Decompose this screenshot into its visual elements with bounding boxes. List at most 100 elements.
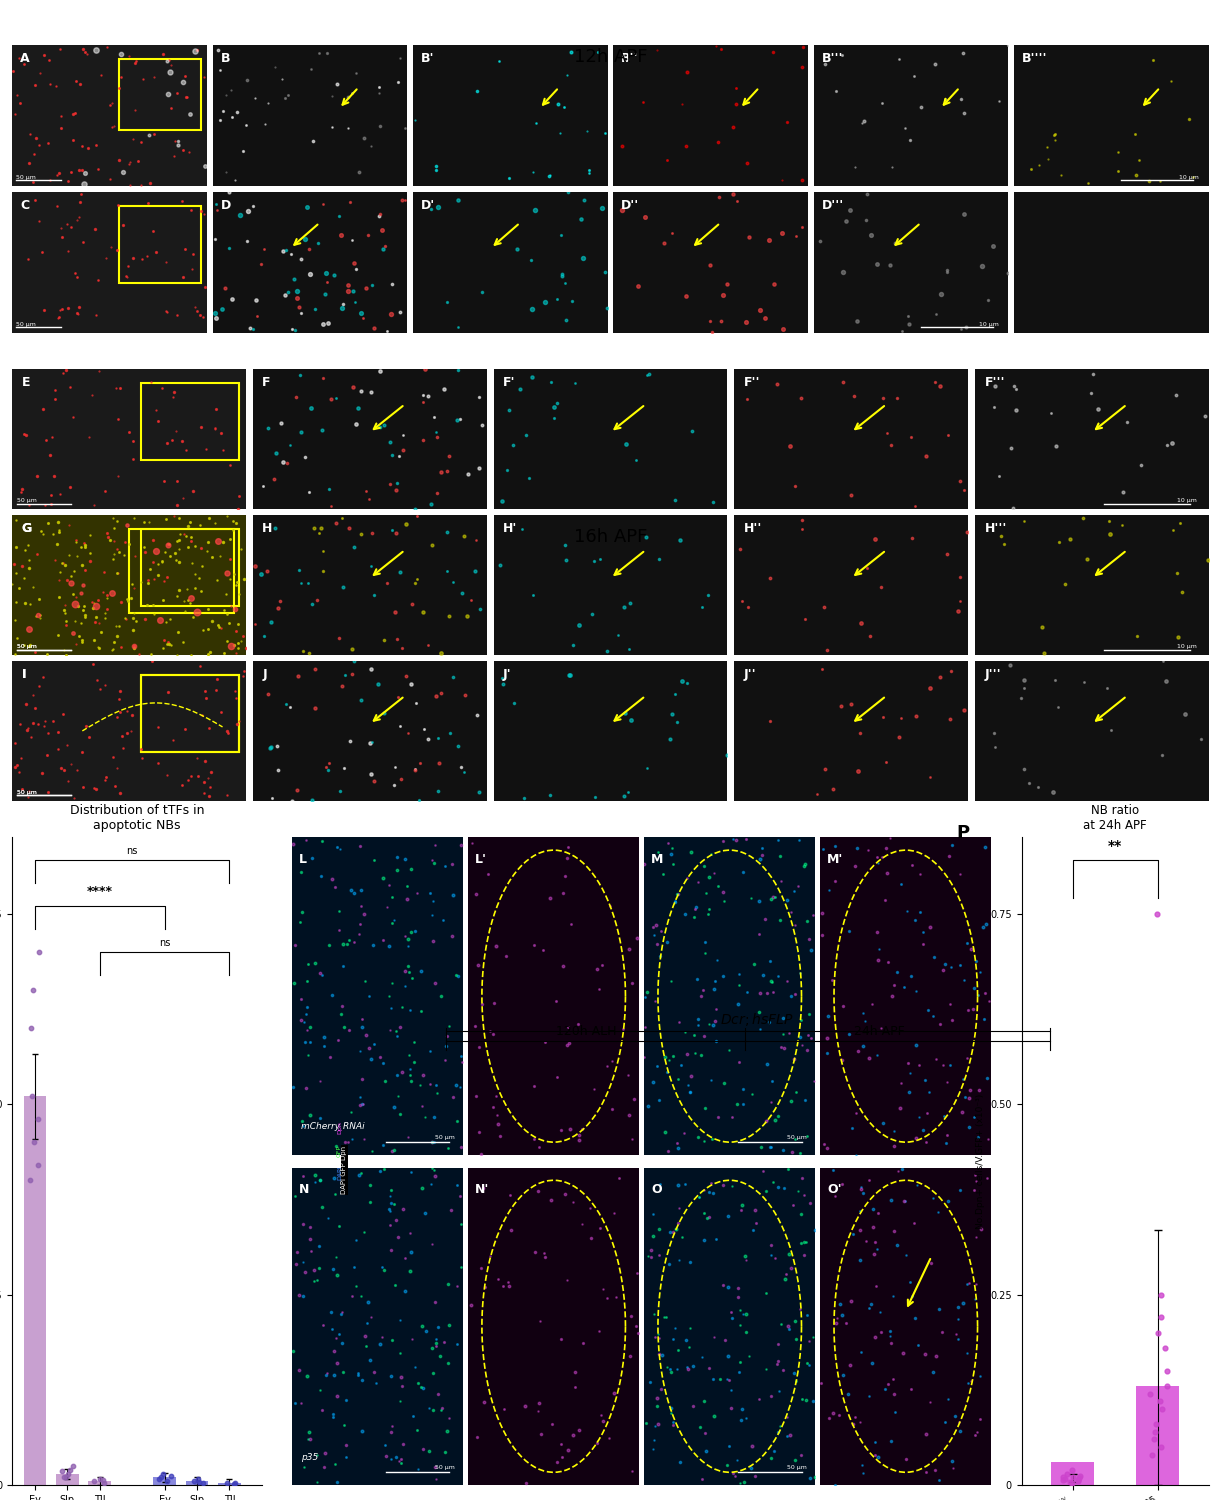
Point bbox=[149, 1467, 168, 1491]
Text: G: G bbox=[22, 522, 32, 536]
Text: 50 μm: 50 μm bbox=[435, 1466, 454, 1470]
Point bbox=[1060, 1470, 1079, 1494]
Point bbox=[153, 1461, 172, 1485]
Text: B'''': B'''' bbox=[1022, 53, 1048, 64]
Point bbox=[1144, 1428, 1164, 1452]
Point bbox=[1158, 1374, 1177, 1398]
Text: F''': F''' bbox=[984, 376, 1005, 390]
Point bbox=[54, 1466, 73, 1490]
Point bbox=[161, 1464, 181, 1488]
Point bbox=[1153, 1396, 1172, 1420]
Bar bbox=[120, 206, 201, 284]
Text: L: L bbox=[299, 853, 306, 867]
Point bbox=[1140, 1382, 1160, 1406]
Text: J: J bbox=[263, 668, 267, 681]
Point bbox=[225, 1472, 244, 1496]
Text: F': F' bbox=[503, 376, 515, 390]
Text: D''': D''' bbox=[822, 200, 844, 211]
Bar bbox=[140, 675, 239, 752]
Text: 50 μm: 50 μm bbox=[435, 1136, 454, 1140]
Bar bbox=[154, 1478, 176, 1485]
Text: B: B bbox=[221, 53, 230, 64]
Point bbox=[21, 1168, 40, 1192]
Point bbox=[23, 1130, 43, 1154]
Point bbox=[1063, 1464, 1083, 1488]
Text: M: M bbox=[651, 853, 663, 867]
Text: H: H bbox=[263, 522, 272, 536]
Point bbox=[28, 1107, 48, 1131]
Point bbox=[158, 1468, 177, 1492]
Bar bbox=[140, 384, 239, 460]
Text: ns: ns bbox=[159, 938, 170, 948]
Point bbox=[1145, 1419, 1165, 1443]
Point bbox=[63, 1454, 83, 1478]
Bar bbox=[23, 1096, 46, 1485]
Text: B''': B''' bbox=[822, 53, 844, 64]
Point bbox=[29, 939, 49, 963]
Bar bbox=[1051, 1462, 1094, 1485]
Point bbox=[1151, 1282, 1171, 1306]
Text: A: A bbox=[20, 53, 29, 64]
Text: 50 μm: 50 μm bbox=[17, 498, 37, 504]
Bar bbox=[1137, 1386, 1179, 1485]
Point bbox=[23, 978, 43, 1002]
Point bbox=[53, 1460, 72, 1484]
Point bbox=[59, 1461, 78, 1485]
Point bbox=[1055, 1467, 1074, 1491]
Point bbox=[60, 1458, 79, 1482]
Text: D: D bbox=[221, 200, 231, 211]
Text: 50 μm: 50 μm bbox=[786, 1136, 807, 1140]
Text: B': B' bbox=[421, 53, 435, 64]
Text: 50 μm: 50 μm bbox=[16, 322, 35, 327]
Text: 120h ALH: 120h ALH bbox=[556, 1024, 617, 1038]
Text: E: E bbox=[22, 376, 31, 390]
Point bbox=[217, 1472, 237, 1496]
Bar bbox=[56, 1473, 78, 1485]
Text: N: N bbox=[299, 1184, 309, 1197]
Text: D': D' bbox=[421, 200, 435, 211]
Point bbox=[1145, 1412, 1165, 1436]
Point bbox=[56, 1466, 76, 1490]
Text: $Dcr;hsFLP$: $Dcr;hsFLP$ bbox=[720, 1011, 794, 1028]
Text: H'': H'' bbox=[744, 522, 762, 536]
Bar bbox=[140, 530, 239, 606]
Point bbox=[1053, 1466, 1072, 1490]
Point bbox=[94, 1470, 114, 1494]
Text: I: I bbox=[22, 668, 26, 681]
Text: D'': D'' bbox=[621, 200, 640, 211]
Text: H''': H''' bbox=[984, 522, 1007, 536]
Bar bbox=[88, 1480, 111, 1485]
Text: 10 μm: 10 μm bbox=[1177, 644, 1197, 650]
Title: NB ratio
at 24h APF: NB ratio at 24h APF bbox=[1083, 804, 1147, 832]
Bar bbox=[120, 58, 201, 129]
Text: 10 μm: 10 μm bbox=[1179, 176, 1199, 180]
Point bbox=[1151, 1436, 1171, 1460]
Point bbox=[1151, 1305, 1171, 1329]
Point bbox=[94, 1468, 114, 1492]
Text: G: G bbox=[22, 522, 32, 536]
Text: J''': J''' bbox=[984, 668, 1001, 681]
Text: p35: p35 bbox=[300, 1452, 317, 1461]
Title: Distribution of tTFs in
apoptotic NBs: Distribution of tTFs in apoptotic NBs bbox=[70, 804, 204, 832]
Point bbox=[1071, 1464, 1090, 1488]
Point bbox=[1158, 1359, 1177, 1383]
Text: F'': F'' bbox=[744, 376, 761, 390]
Text: DAPI GFP Dpn: DAPI GFP Dpn bbox=[342, 1146, 347, 1194]
Text: 50 μm: 50 μm bbox=[17, 644, 37, 650]
Text: N': N' bbox=[475, 1184, 490, 1197]
Text: 10 μm: 10 μm bbox=[1177, 498, 1197, 504]
Text: 50 μm: 50 μm bbox=[17, 790, 37, 795]
Point bbox=[1068, 1468, 1088, 1492]
Text: C: C bbox=[20, 200, 29, 211]
Text: O: O bbox=[651, 1184, 662, 1197]
Text: ns: ns bbox=[127, 846, 138, 856]
Text: M': M' bbox=[827, 853, 844, 867]
Text: 12h APF: 12h APF bbox=[574, 48, 647, 66]
Bar bbox=[129, 530, 234, 614]
Text: mCherry RNAi: mCherry RNAi bbox=[300, 1122, 364, 1131]
Text: L': L' bbox=[475, 853, 487, 867]
Text: GFP: GFP bbox=[337, 1144, 342, 1156]
Point bbox=[1068, 1467, 1088, 1491]
Text: ****: **** bbox=[87, 885, 112, 898]
Point bbox=[1070, 1466, 1089, 1490]
